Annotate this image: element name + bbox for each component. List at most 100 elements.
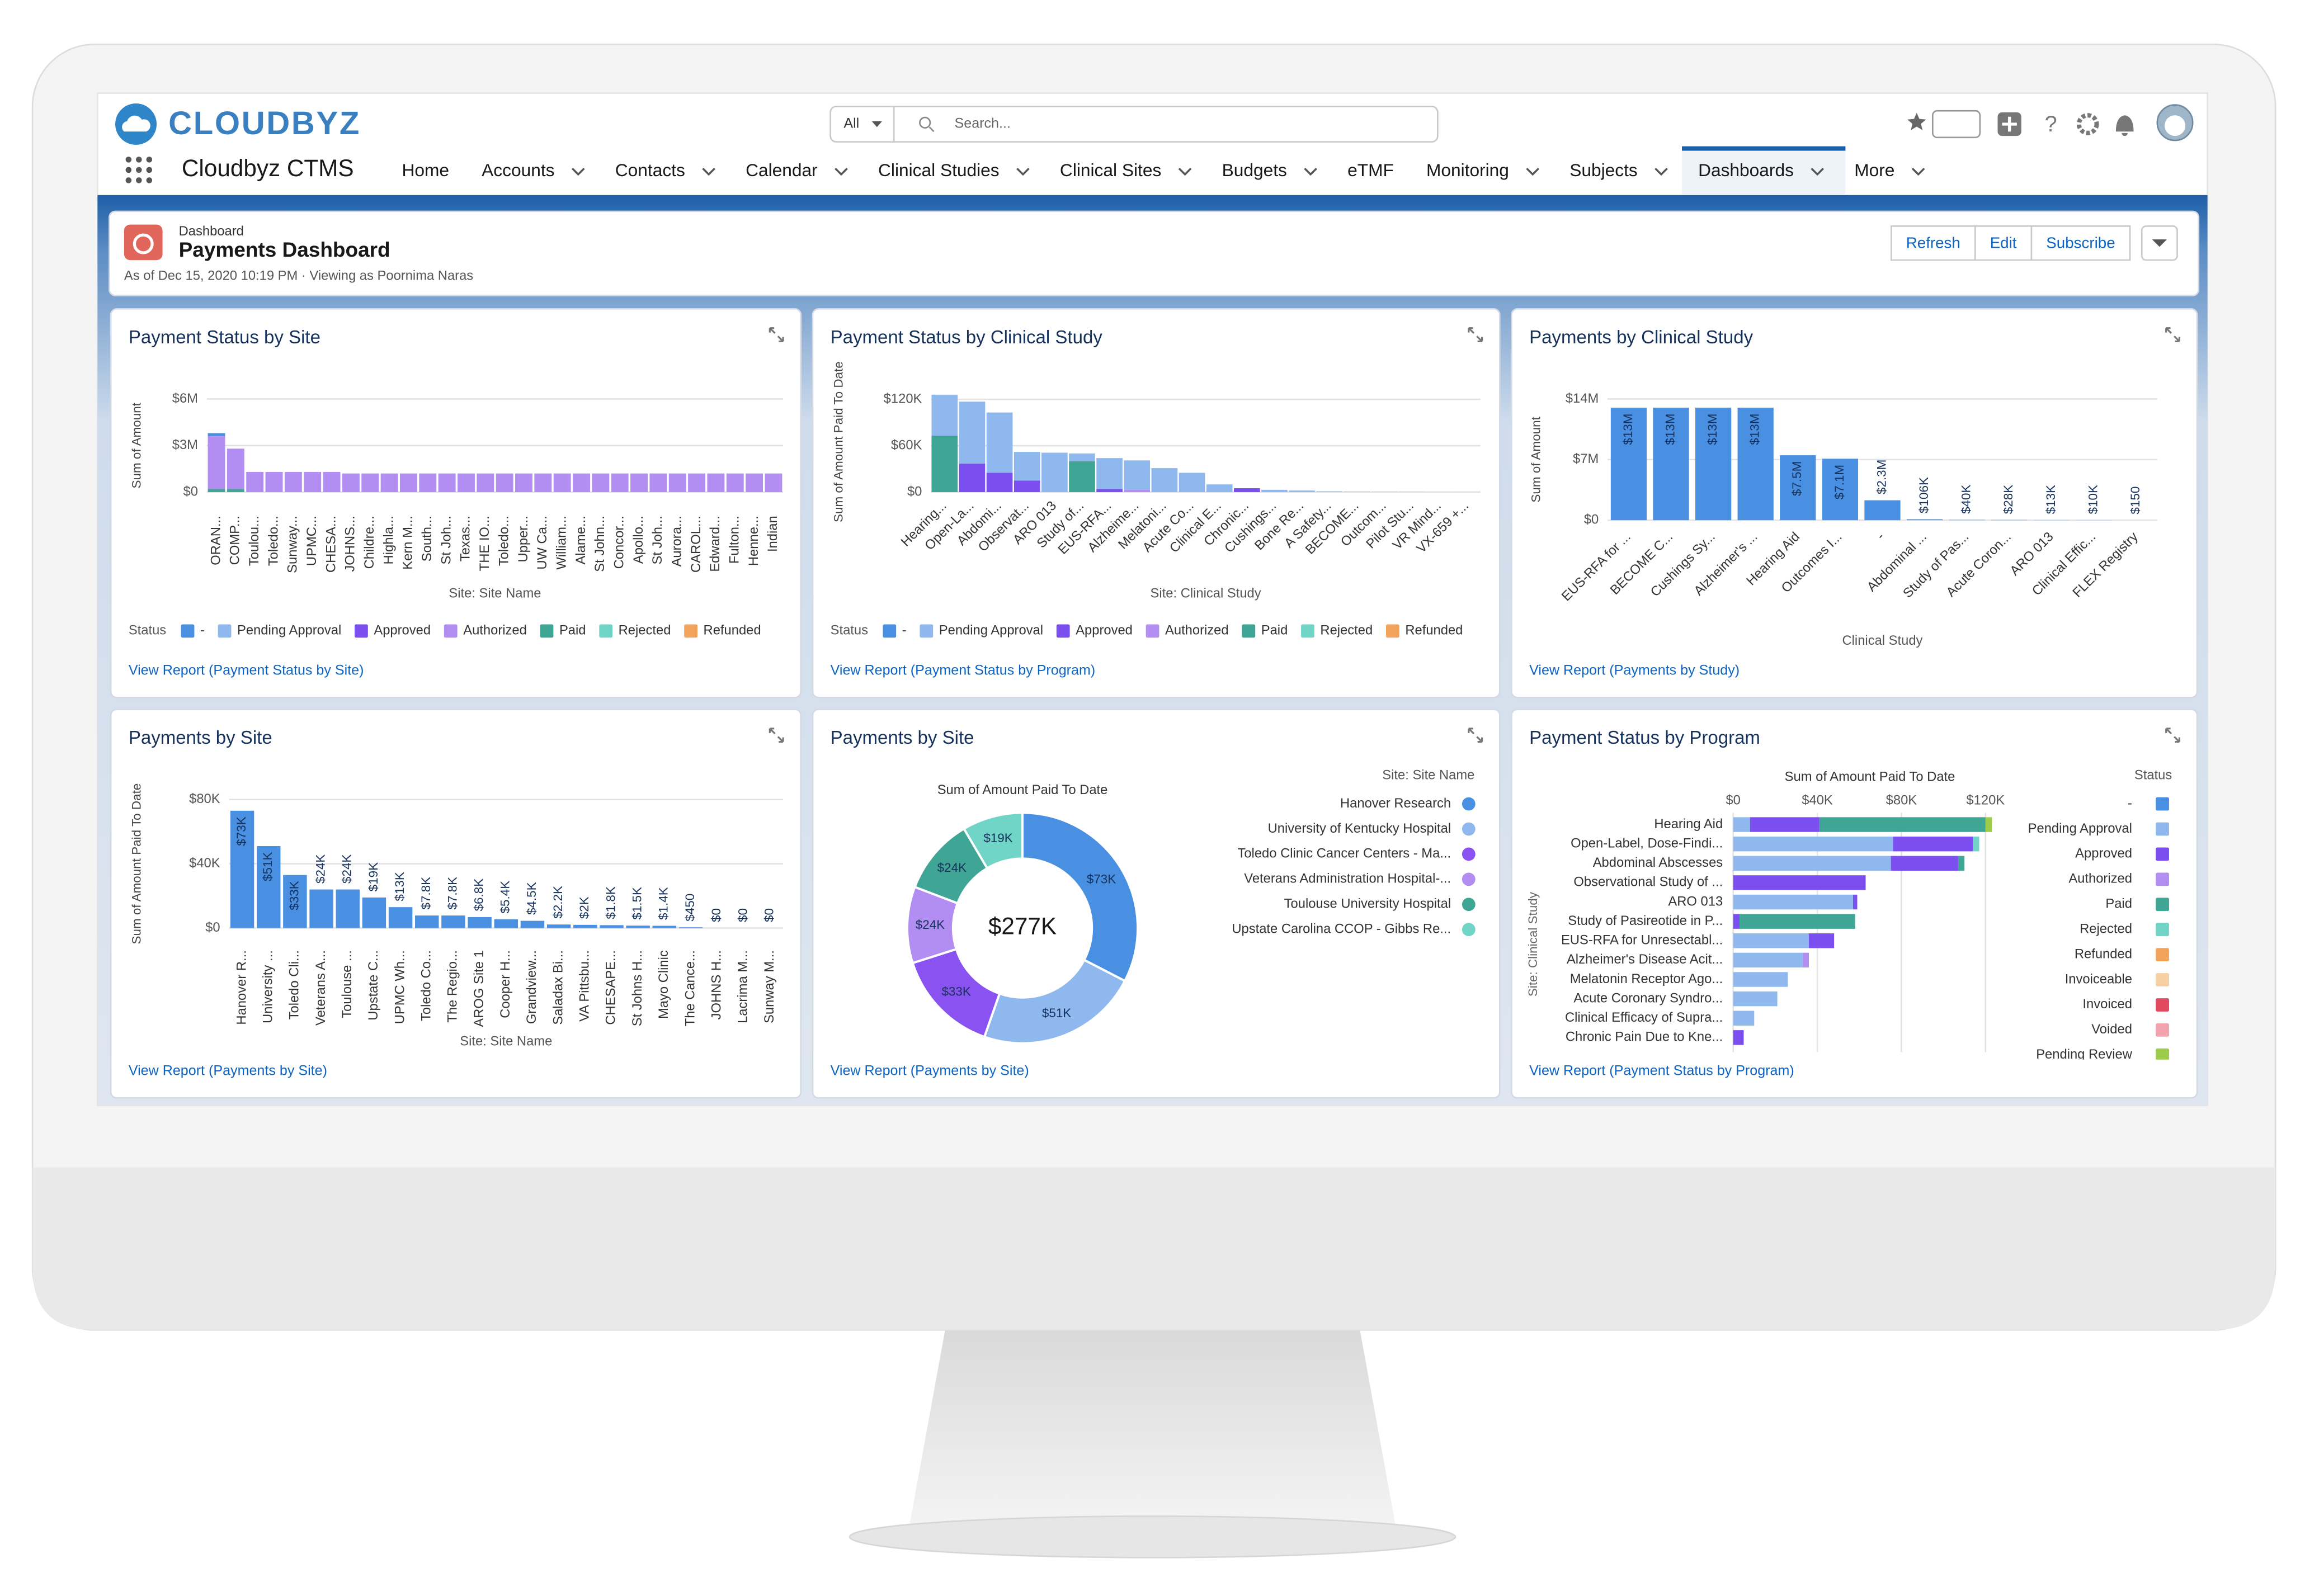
search-scope[interactable]: All [843,116,859,131]
data-label: $13M [1663,414,1677,445]
x-axis-label: Site: Clinical Study [1151,586,1261,601]
nav-item[interactable]: Budgets [1222,160,1287,180]
nav-item[interactable]: Clinical Studies [878,160,1000,180]
view-report-link[interactable]: View Report (Payment Status by Program) [831,662,1096,678]
view-report-link[interactable]: View Report (Payments by Study) [1529,662,1740,678]
notifications-icon[interactable] [2115,115,2134,136]
bar-segment [1206,484,1233,492]
bar-segment [399,473,417,492]
bar-segment [1893,836,1973,852]
bar-segment [1014,480,1040,492]
dashboard-button-label[interactable]: Refresh [1906,234,1960,251]
x-tick-label: Saladax Bi... [550,950,565,1024]
nav-menu-chevron[interactable] [702,168,715,176]
help-icon[interactable]: ? [2045,112,2057,136]
bar-segment [515,473,532,492]
setup-icon[interactable] [2076,113,2099,135]
view-report-link[interactable]: View Report (Payment Status by Site) [129,662,364,678]
x-tick-label: Lacrima M... [736,950,751,1023]
widget-title: Payment Status by Site [129,327,320,347]
y-axis-label: Sum of Amount [1529,416,1543,502]
scope-caret [871,121,883,128]
x-tick-label: Toledo Co... [419,950,434,1021]
new-icon [2002,116,2017,132]
nav-item[interactable]: Accounts [482,160,554,180]
x-axis-label: Sum of Amount Paid To Date [1785,769,1955,784]
nav-menu-chevron[interactable] [1526,168,1539,176]
legend-title: Status [129,623,166,638]
x-tick-label: South... [419,516,435,561]
nav-item[interactable]: Subjects [1569,160,1638,180]
nav-item[interactable]: More [1854,160,1894,180]
nav-item[interactable]: Home [402,160,450,180]
y-tick-label: $40K [189,856,220,871]
nav-menu-chevron[interactable] [1016,168,1030,176]
view-report-link[interactable]: View Report (Payments by Site) [129,1063,327,1079]
expand-icon[interactable] [769,728,784,743]
data-label: $450 [683,894,697,922]
expand-icon[interactable] [2165,728,2181,743]
legend-label: Refunded [1405,623,1463,638]
x-tick-label: Edward... [708,516,723,572]
bar-segment [1261,489,1288,492]
nav-item[interactable]: Clinical Sites [1060,160,1161,180]
bar [494,919,518,928]
view-report-link[interactable]: View Report (Payment Status by Program) [1529,1063,1794,1079]
dashboard-button[interactable] [2030,225,2131,261]
data-label: $1.8K [604,886,618,919]
bar-segment [573,473,590,492]
legend-swatch [1462,847,1476,861]
nav-menu-chevron[interactable] [571,168,585,176]
nav-item[interactable]: Contacts [615,160,685,180]
y-tick-label: $0 [1584,512,1599,527]
nav-menu-chevron[interactable] [1654,168,1668,176]
expand-icon[interactable] [2165,327,2181,343]
legend-swatch [2156,973,2169,986]
nav-item[interactable]: eTMF [1347,160,1394,180]
nav-menu-chevron[interactable] [1178,168,1192,176]
nav-item[interactable]: Monitoring [1426,160,1509,180]
search-box[interactable] [829,105,1439,143]
dashboard-button-label[interactable]: Subscribe [2046,234,2115,251]
expand-icon[interactable] [1468,728,1483,743]
bar-segment [208,433,225,437]
x-axis-label: Clinical Study [1842,633,1923,648]
expand-icon[interactable] [1468,327,1483,343]
search-placeholder[interactable]: Search... [955,116,1011,131]
x-tick-label: Texas... [458,516,473,561]
bar-segment [1750,817,1820,832]
legend-label: Voided [2091,1022,2132,1037]
view-report-link[interactable]: View Report (Payments by Site) [831,1063,1029,1079]
data-label: $7.1M [1832,465,1846,499]
legend-label: Paid [2105,896,2132,912]
x-tick-label: University ... [261,950,276,1023]
app-launcher[interactable] [125,157,153,183]
dashboard-button-label[interactable]: Edit [1990,234,2017,251]
bar-segment [726,473,744,492]
nav-item[interactable]: Calendar [746,160,818,180]
favorites-button[interactable] [1931,110,1981,139]
legend-label: Pending Approval [2028,821,2132,836]
donut-segment [1021,811,1139,983]
legend-swatch [599,624,613,638]
bar-segment [1733,952,1803,968]
legend-swatch [1301,624,1314,638]
data-label: $0 [736,908,750,922]
legend-swatch [218,624,232,638]
nav-item[interactable]: Dashboards [1698,160,1794,180]
y-tick-label: Chronic Pain Due to Kne... [1566,1030,1723,1045]
data-label: $24K [916,918,945,932]
nav-menu-chevron[interactable] [1304,168,1317,176]
x-tick-label: Highla... [381,516,396,564]
nav-menu-chevron[interactable] [1911,168,1925,176]
x-tick-label: JOHNS H... [709,950,724,1019]
legend-label: Upstate Carolina CCOP - Gibbs Re... [1232,921,1451,936]
legend-title: Status [831,623,868,638]
nav-menu-chevron[interactable] [835,168,848,176]
y-tick-label: $0 [205,920,220,935]
nav-menu-chevron[interactable] [1811,168,1824,176]
dashboard-button[interactable] [1891,225,1976,261]
bar-segment [438,473,456,492]
expand-icon[interactable] [769,327,784,343]
